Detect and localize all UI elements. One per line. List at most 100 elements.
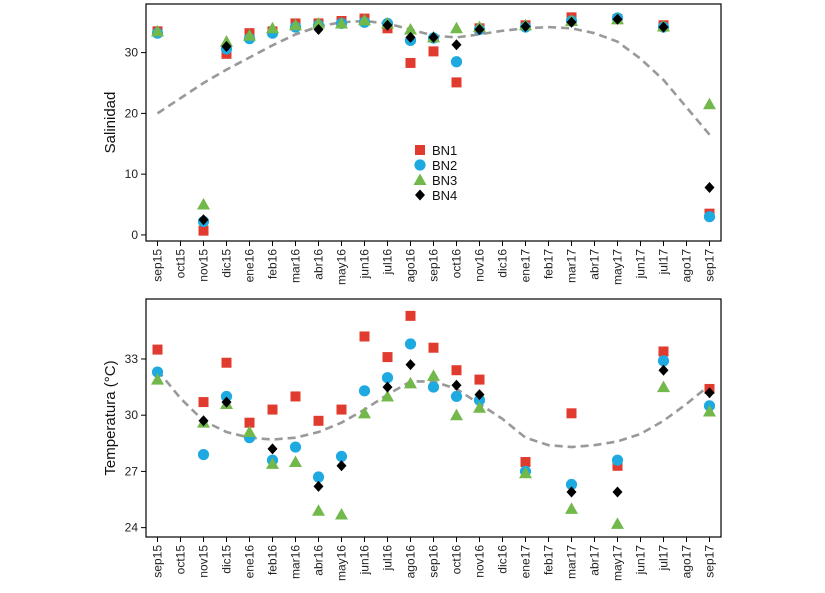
temperature-y-tick-label: 30 — [125, 408, 139, 422]
temperature-point-bn1 — [313, 415, 324, 426]
temperature-x-tick-label: ene17 — [519, 545, 533, 579]
temperature-x-tick-label: feb16 — [266, 545, 280, 575]
temperature-point-bn1 — [221, 357, 232, 368]
salinity-x-tick-label: jul17 — [657, 249, 671, 276]
legend-marker-bn4 — [415, 189, 425, 201]
temperature-point-bn1 — [612, 460, 623, 471]
salinity-point-bn4 — [520, 20, 531, 32]
salinity-series-bn4 — [198, 13, 715, 226]
temperature-point-bn4 — [658, 364, 669, 376]
temperature-point-bn2 — [151, 366, 164, 378]
salinity-point-bn4 — [451, 39, 462, 51]
salinity-x-tick-label: dic16 — [496, 249, 510, 278]
salinity-x-tick-label: feb16 — [266, 249, 280, 279]
salinity-x-tick-label: abr16 — [312, 249, 326, 280]
salinity-point-bn4 — [221, 41, 232, 53]
salinity-x-tick-label: abr17 — [588, 249, 602, 280]
temperature-point-bn3 — [519, 466, 532, 479]
salinity-x-tick-label: ene17 — [519, 249, 533, 283]
temperature-x-tick-label: sep15 — [151, 545, 165, 578]
salinity-x-tick-label: jun17 — [634, 249, 648, 280]
temperature-point-bn3 — [473, 401, 486, 413]
temperature-x-tick-label: dic15 — [220, 545, 234, 574]
salinity-point-bn3 — [703, 97, 716, 110]
temperature-point-bn1 — [658, 346, 669, 357]
temperature-point-bn3 — [358, 406, 371, 419]
temperature-panel: 24 27 30 33 Temperatura (°C) sep15 oct15 nov15 d… — [102, 298, 722, 581]
temperature-point-bn1 — [428, 342, 439, 353]
temperature-point-bn2 — [197, 448, 210, 461]
temperature-y-tick-label: 33 — [125, 352, 139, 366]
temperature-x-tick-label: mar17 — [565, 545, 579, 579]
legend-label-bn1: BN1 — [432, 143, 457, 158]
temperature-point-bn3 — [450, 408, 463, 421]
temperature-point-bn3 — [404, 376, 417, 389]
salinity-point-bn3 — [151, 24, 164, 37]
temperature-point-bn1 — [290, 391, 301, 402]
salinity-x-tick-label: sep16 — [427, 249, 441, 282]
salinity-y-tick-label: 30 — [125, 46, 139, 60]
temperature-point-bn4 — [566, 486, 577, 498]
temperature-point-bn4 — [221, 396, 232, 408]
salinity-x-tick-label: ago17 — [680, 249, 694, 283]
salinity-point-bn3 — [289, 18, 302, 31]
temperature-point-bn3 — [703, 404, 716, 417]
salinity-point-bn3 — [358, 13, 371, 26]
temperature-point-bn2 — [611, 454, 624, 466]
salinity-panel: 0 10 20 30 Salinidad sep15 oct15 nov15 dic15 ene1… — [102, 3, 722, 285]
legend-label-bn2: BN2 — [432, 158, 457, 173]
temperature-y-tick-label: 24 — [125, 521, 139, 535]
salinity-point-bn4 — [704, 182, 715, 194]
legend-marker-bn3 — [413, 173, 427, 185]
temperature-series-bn3 — [151, 369, 716, 529]
temperature-x-tick-label: oct16 — [450, 545, 464, 575]
temperature-x-tick-label: feb17 — [542, 545, 556, 575]
salinity-y-axis-title: Salinidad — [102, 92, 119, 154]
salinity-point-bn4 — [612, 13, 623, 25]
temperature-x-tick-label: abr17 — [588, 545, 602, 576]
salinity-x-tick-label: may16 — [335, 249, 349, 285]
salinity-x-tick-label: sep15 — [151, 249, 165, 282]
salinity-point-bn3 — [404, 23, 417, 35]
salinity-point-bn4 — [405, 31, 416, 43]
temperature-point-bn1 — [244, 417, 255, 428]
salinity-x-tick-label: sep17 — [703, 249, 717, 282]
temperature-point-bn3 — [151, 373, 164, 385]
salinity-x-tick-label: feb17 — [542, 249, 556, 279]
temperature-point-bn1 — [198, 397, 209, 408]
temperature-point-bn2 — [473, 394, 486, 406]
temperature-point-bn4 — [267, 443, 278, 455]
temperature-point-bn3 — [381, 389, 394, 402]
temperature-point-bn3 — [335, 508, 348, 520]
temperature-x-tick-label: ago17 — [680, 545, 694, 579]
salinity-x-tick-label: mar17 — [565, 249, 579, 283]
salinity-y-tick-label: 10 — [125, 167, 139, 181]
temperature-point-bn2 — [427, 381, 440, 393]
temperature-y-axis-title: Temperatura (°C) — [102, 360, 119, 475]
salinity-x-tick-label: may17 — [611, 249, 625, 285]
salinity-point-bn1 — [428, 46, 439, 57]
temperature-point-bn4 — [336, 460, 347, 472]
temperature-y-tick-label: 27 — [125, 464, 139, 478]
temperature-point-bn4 — [612, 486, 623, 498]
temperature-x-tick-label: jun16 — [358, 545, 372, 576]
temperature-point-bn4 — [382, 381, 393, 393]
salinity-point-bn3 — [312, 16, 325, 29]
temperature-point-bn1 — [152, 344, 163, 355]
temperature-point-bn3 — [427, 369, 440, 381]
temperature-point-bn4 — [451, 379, 462, 391]
salinity-x-tick-label: ago16 — [404, 249, 418, 283]
temperature-point-bn4 — [405, 359, 416, 371]
temperature-point-bn2 — [335, 450, 348, 463]
salinity-x-tick-label: nov15 — [197, 249, 211, 282]
legend-label-bn4: BN4 — [432, 188, 457, 203]
salinity-point-bn2 — [703, 211, 716, 223]
temperature-point-bn3 — [312, 504, 325, 516]
temperature-x-tick-label: abr16 — [312, 545, 326, 576]
temperature-point-bn4 — [474, 389, 485, 401]
temperature-point-bn1 — [520, 457, 531, 468]
salinity-point-bn1 — [198, 225, 209, 236]
salinity-point-bn4 — [198, 214, 209, 226]
